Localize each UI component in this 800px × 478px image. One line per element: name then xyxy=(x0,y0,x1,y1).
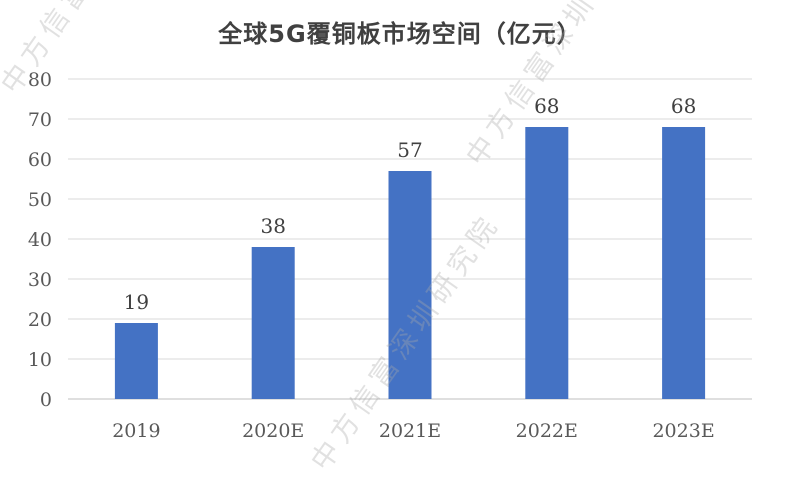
bar xyxy=(525,127,569,399)
bar xyxy=(662,127,706,399)
chart-title: 全球5G覆铜板市场空间（亿元） xyxy=(218,20,582,48)
chart-root: 全球5G覆铜板市场空间（亿元） 0 10 20 30 40 50 60 70 80 19 2019 3… xyxy=(0,0,752,477)
y-tick-label: 40 xyxy=(28,229,52,251)
bar-chart: 0 10 20 30 40 50 60 70 80 19 2019 38 2020E 57 2021E 68 2… xyxy=(28,69,752,442)
x-tick-label: 2021E xyxy=(379,420,441,442)
bar xyxy=(114,323,158,399)
data-label: 68 xyxy=(534,94,559,118)
y-tick-label: 30 xyxy=(28,269,52,291)
y-tick-label: 80 xyxy=(28,69,52,91)
data-label: 38 xyxy=(260,214,285,238)
y-tick-label: 20 xyxy=(28,309,52,331)
bar xyxy=(388,171,432,399)
x-tick-label: 2019 xyxy=(112,420,160,442)
data-label: 68 xyxy=(671,94,696,118)
data-label: 19 xyxy=(124,290,149,314)
bar xyxy=(251,247,295,399)
y-tick-label: 50 xyxy=(28,189,52,211)
y-tick-label: 10 xyxy=(28,349,52,371)
x-tick-label: 2022E xyxy=(516,420,578,442)
x-tick-label: 2023E xyxy=(652,420,714,442)
y-tick-label: 60 xyxy=(28,149,52,171)
y-tick-label: 0 xyxy=(40,389,52,411)
data-label: 57 xyxy=(397,138,422,162)
x-tick-label: 2020E xyxy=(242,420,304,442)
y-tick-label: 70 xyxy=(28,109,52,131)
